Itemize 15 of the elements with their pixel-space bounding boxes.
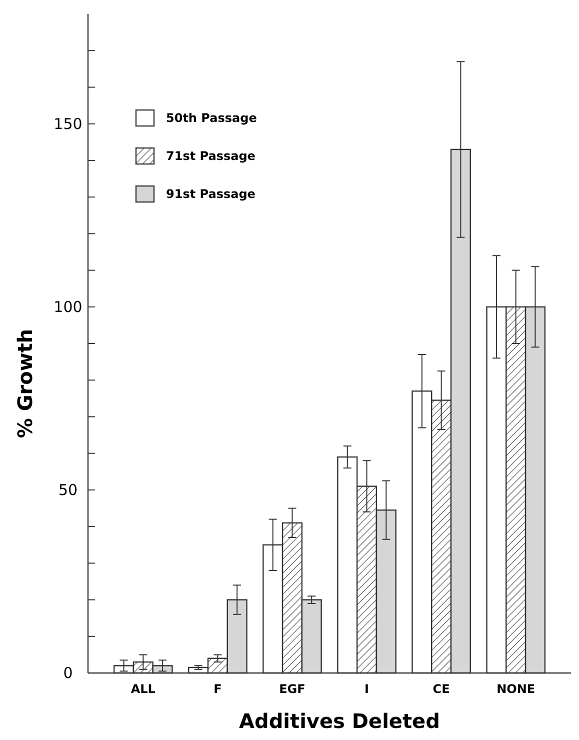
y-tick-label: 50 (58, 480, 78, 499)
x-tick-label: F (214, 682, 222, 696)
x-tick-label: EGF (279, 682, 306, 696)
x-tick-label: I (364, 682, 370, 696)
y-tick-label: 150 (54, 114, 82, 133)
legend-label: 91st Passage (166, 187, 256, 201)
x-axis-title: Additives Deleted (239, 709, 440, 733)
legend-label: 71st Passage (166, 149, 256, 163)
y-axis-title: % Growth (13, 328, 37, 438)
y-tick-label: 100 (54, 298, 82, 316)
legend-label: 50th Passage (166, 111, 257, 125)
y-tick-label: 0 (63, 664, 73, 682)
x-tick-label: NONE (496, 682, 536, 696)
x-tick-label: ALL (130, 682, 156, 696)
x-tick-label: CE (432, 682, 450, 696)
